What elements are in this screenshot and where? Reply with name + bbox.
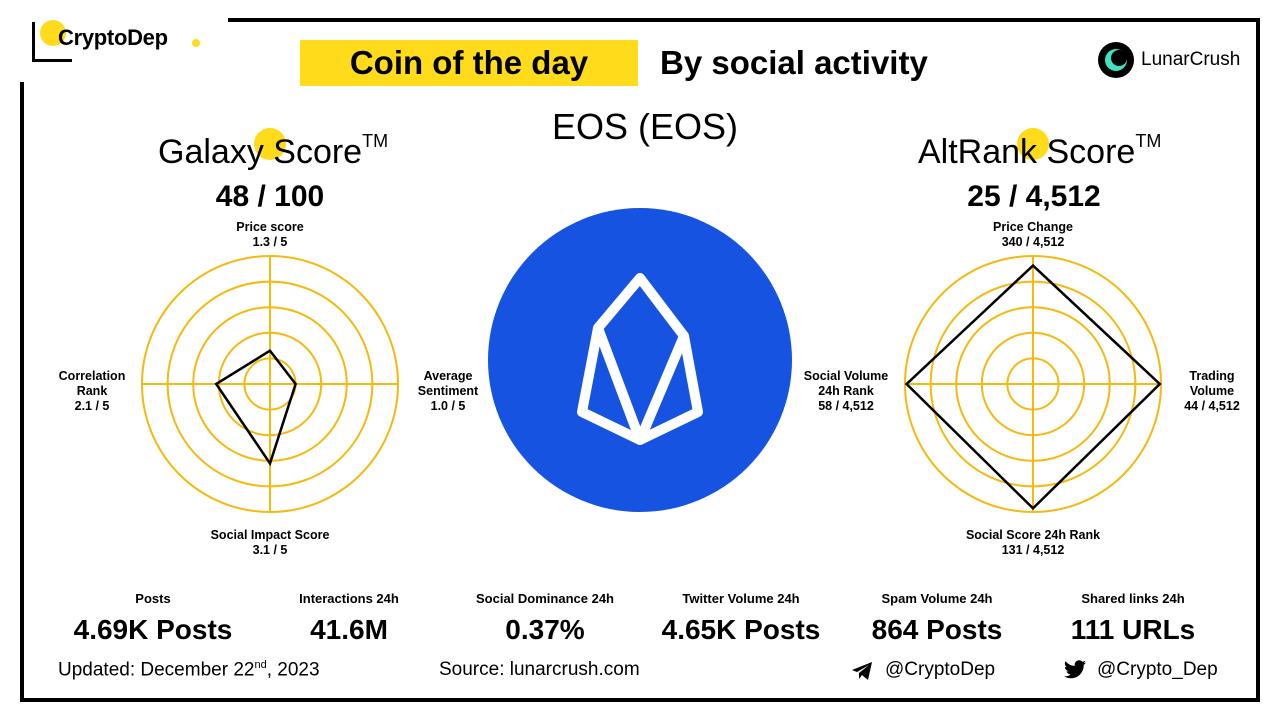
galaxy-axis-rank: Rank	[76, 384, 108, 398]
frame-border-bottom	[20, 698, 1260, 702]
stat-label-twitter-volume: Twitter Volume 24h	[682, 591, 800, 606]
stat-value-shared-links: 111 URLs	[1070, 614, 1196, 645]
galaxy-axis-sentiment: Sentiment	[417, 384, 479, 398]
footer-updated-sup: nd	[254, 659, 267, 671]
stat-value-spam-volume: 864 Posts	[871, 614, 1003, 645]
galaxy-score-title: Galaxy ScoreTM	[158, 131, 389, 172]
lunarcrush-icon	[1098, 42, 1134, 78]
stat-label-social-dominance: Social Dominance 24h	[476, 591, 614, 606]
altrank-radar-chart	[904, 255, 1162, 513]
altrank-axis-24h-rank: 24h Rank	[818, 384, 874, 398]
altrank-axis-social-volume: Social Volume	[803, 369, 889, 383]
altrank-axis-price-change-value: 340 / 4,512	[1001, 235, 1065, 249]
altrank-label-right: Trading Volume 44 / 4,512	[1170, 369, 1254, 414]
galaxy-score-title-text: Galaxy Score	[158, 133, 363, 171]
altrank-label-left: Social Volume 24h Rank 58 / 4,512	[794, 369, 898, 414]
eos-coin-icon	[488, 208, 792, 517]
galaxy-axis-correlation: Correlation	[58, 369, 126, 383]
altrank-axis-volume: Volume	[1189, 384, 1235, 398]
altrank-axis-trading-volume-value: 44 / 4,512	[1184, 399, 1240, 413]
coin-of-day-highlight	[300, 40, 638, 86]
stat-label-shared-links: Shared links 24h	[1081, 591, 1185, 606]
galaxy-axis-social-impact-value: 3.1 / 5	[252, 543, 288, 557]
brand-logo-text: CryptoDep	[58, 25, 168, 50]
altrank-axis-trading: Trading	[1189, 369, 1235, 383]
altrank-yellow-dot	[1017, 128, 1049, 160]
header-subtitle: By social activity	[660, 44, 928, 81]
galaxy-radar-value-polygon	[214, 349, 297, 467]
galaxy-axis-correlation-value: 2.1 / 5	[74, 399, 110, 413]
galaxy-label-bottom: Social Impact Score 3.1 / 5	[180, 528, 360, 558]
stat-value-twitter-volume: 4.65K Posts	[661, 614, 821, 645]
galaxy-axis-sentiment-value: 1.0 / 5	[430, 399, 466, 413]
footer-source: Source: lunarcrush.com	[439, 659, 640, 680]
lunarcrush-logo-text: LunarCrush	[1141, 49, 1241, 70]
stat-value-interactions: 41.6M	[310, 614, 388, 645]
altrank-score-title-text: AltRank Score	[918, 133, 1136, 171]
altrank-radar-value-polygon	[904, 263, 1162, 511]
telegram-icon	[851, 661, 873, 686]
logo-yellow-dot	[192, 39, 200, 47]
coin-name: EOS (EOS)	[551, 106, 739, 147]
altrank-label-bottom: Social Score 24h Rank 131 / 4,512	[943, 528, 1123, 558]
galaxy-tm: TM	[362, 131, 389, 151]
galaxy-label-right: Average Sentiment 1.0 / 5	[404, 369, 492, 414]
logo-corner-bracket	[32, 22, 35, 62]
stat-label-interactions: Interactions 24h	[299, 591, 399, 606]
stat-value-social-dominance: 0.37%	[505, 614, 585, 645]
galaxy-score-value: 48 / 100	[215, 180, 325, 213]
frame-border-left	[20, 82, 24, 702]
stat-value-posts: 4.69K Posts	[73, 614, 233, 645]
galaxy-axis-average: Average	[423, 369, 473, 383]
logo-corner-bracket-bottom	[32, 59, 72, 62]
altrank-score-value: 25 / 4,512	[967, 180, 1101, 213]
footer-updated-prefix: Updated: December 22	[58, 659, 255, 681]
altrank-score-title: AltRank ScoreTM	[918, 131, 1162, 172]
galaxy-radar-chart	[141, 255, 399, 513]
footer-updated-date: Updated: December 22nd, 2023	[58, 659, 320, 681]
twitter-icon	[1063, 660, 1087, 685]
galaxy-axis-price-score-value: 1.3 / 5	[252, 235, 288, 249]
stat-label-spam-volume: Spam Volume 24h	[881, 591, 993, 606]
altrank-tm: TM	[1135, 131, 1162, 151]
footer-updated-suffix: , 2023	[266, 659, 320, 681]
galaxy-axis-social-impact: Social Impact Score	[210, 528, 330, 542]
frame-border-right	[1256, 18, 1260, 702]
altrank-label-top: Price Change 340 / 4,512	[963, 220, 1103, 250]
altrank-axis-social-score: Social Score 24h Rank	[965, 528, 1101, 542]
galaxy-yellow-dot	[254, 128, 286, 160]
altrank-axis-social-score-value: 131 / 4,512	[1001, 543, 1065, 557]
altrank-axis-social-volume-value: 58 / 4,512	[818, 399, 874, 413]
frame-border-top	[228, 18, 1260, 22]
galaxy-label-top: Price score 1.3 / 5	[200, 220, 340, 250]
stat-label-posts: Posts	[135, 591, 171, 606]
altrank-axis-price-change: Price Change	[993, 220, 1073, 234]
twitter-handle[interactable]: @Crypto_Dep	[1097, 659, 1218, 680]
telegram-handle[interactable]: @CryptoDep	[885, 659, 996, 680]
galaxy-label-left: Correlation Rank 2.1 / 5	[46, 369, 138, 414]
logo-yellow-circle	[40, 20, 66, 46]
coin-of-day-title: Coin of the day	[349, 44, 589, 81]
galaxy-axis-price-score: Price score	[236, 220, 304, 234]
